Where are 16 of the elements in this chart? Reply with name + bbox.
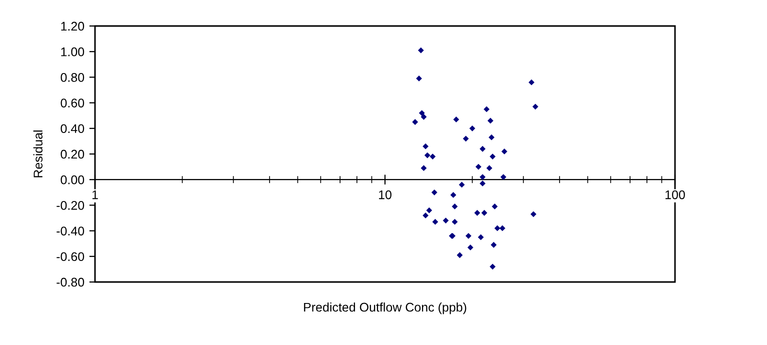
y-tick-label: 0.80 bbox=[60, 73, 84, 82]
y-tick-label: 0.60 bbox=[60, 98, 84, 108]
y-tick-label: 1.00 bbox=[61, 47, 84, 56]
x-axis-title: Predicted Outflow Conc (ppb) bbox=[304, 302, 466, 314]
x-tick-label: 100 bbox=[666, 190, 685, 200]
y-tick-label: 0.00 bbox=[60, 175, 84, 184]
y-tick-label: 1.20 bbox=[61, 22, 84, 31]
y-tick-label: -0.80 bbox=[56, 278, 84, 287]
y-axis-title: Residual bbox=[33, 130, 43, 178]
y-tick-label: 0.40 bbox=[60, 124, 84, 134]
y-tick-label: 0.20 bbox=[60, 150, 84, 159]
y-tick-label: -0.40 bbox=[56, 226, 84, 236]
y-tick-label: -0.60 bbox=[56, 252, 84, 262]
x-tick-label: 10 bbox=[379, 190, 392, 200]
x-tick-label: 1 bbox=[92, 190, 98, 200]
y-tick-label: -0.20 bbox=[56, 201, 84, 210]
